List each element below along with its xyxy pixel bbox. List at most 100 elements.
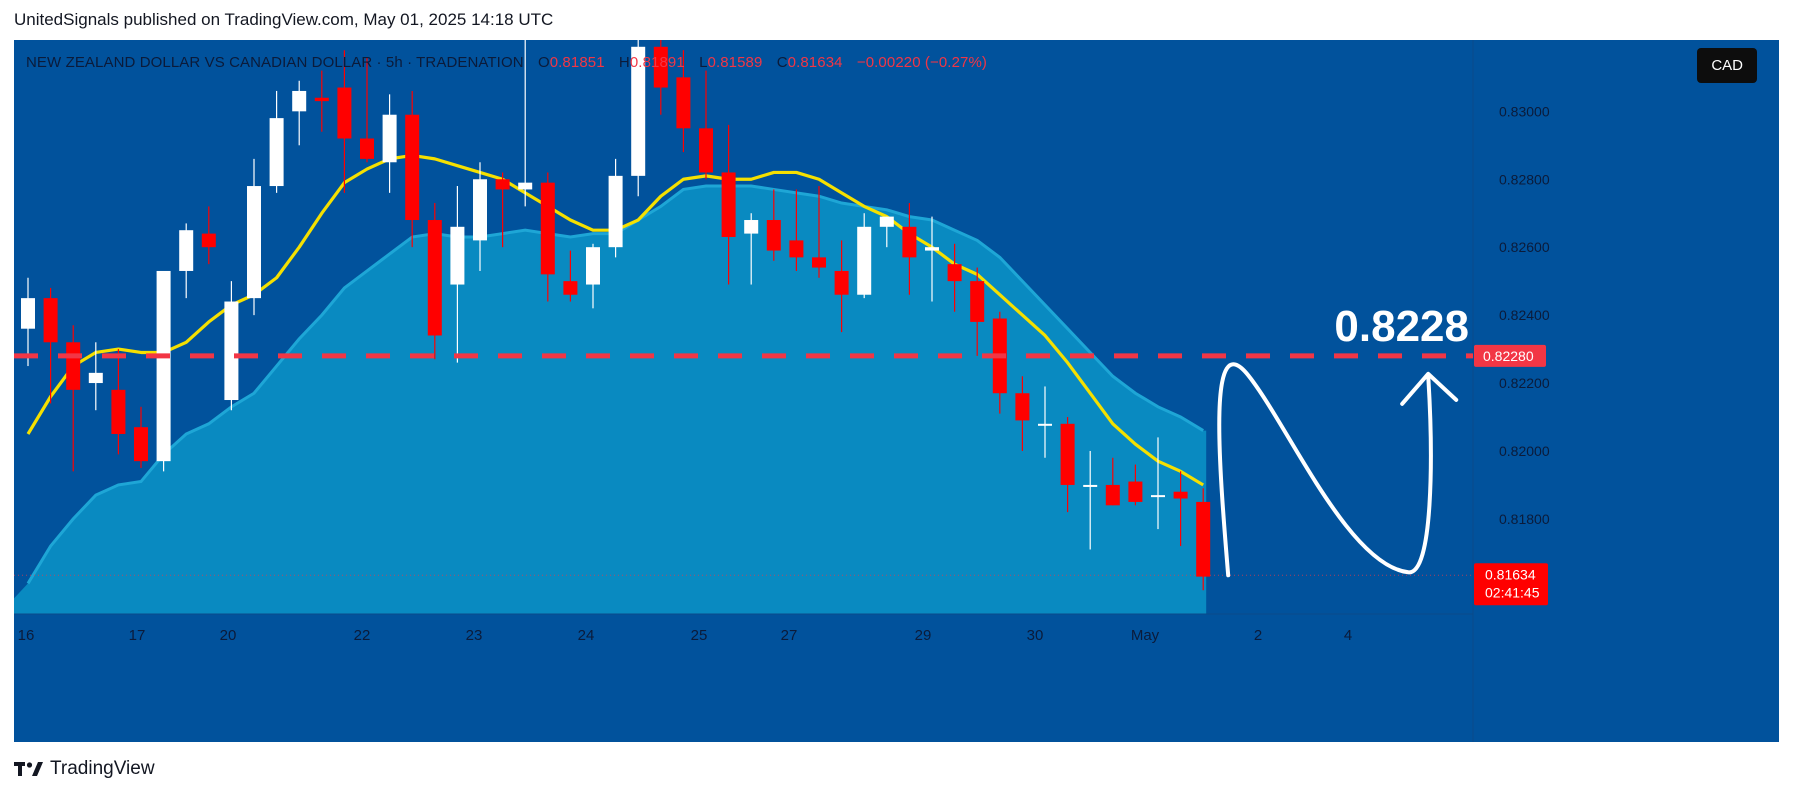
candle-body (88, 372, 103, 384)
candle-body (857, 226, 872, 295)
candle (540, 172, 555, 302)
candle-body (1038, 423, 1052, 426)
axis-layer: 0.81800 0.82000 0.82200 0.82400 0.82600 0.828… (18, 103, 1550, 644)
candle (1151, 437, 1165, 530)
candle-body (66, 342, 81, 390)
candle (427, 203, 442, 360)
x-tick-label: 22 (354, 627, 371, 644)
close-value: 0.81634 (787, 54, 843, 71)
candle (721, 124, 736, 285)
indicator-area (14, 186, 1207, 614)
candle-body (1196, 501, 1211, 577)
high-value: 0.81891 (629, 54, 685, 71)
candle-body (1151, 495, 1165, 498)
x-tick-label: 25 (691, 627, 708, 644)
x-tick-label: 27 (781, 627, 798, 644)
chart-frame[interactable]: 0.8228 0.81800 0.82000 0.82200 0.82400 0.826… (14, 40, 1779, 742)
candle-body (314, 97, 329, 102)
candle (224, 281, 239, 411)
last-price-tag (1474, 563, 1548, 606)
candle (1060, 417, 1075, 513)
currency-badge[interactable]: CAD (1697, 48, 1757, 83)
candle (970, 267, 985, 356)
open-value: 0.81851 (549, 54, 605, 71)
candle (201, 206, 216, 265)
y-tick-label: 0.82000 (1499, 443, 1550, 459)
candle-body (744, 220, 759, 234)
candle (586, 243, 600, 309)
candle-body (789, 240, 804, 258)
x-tick-label: 23 (466, 627, 483, 644)
candle (1015, 376, 1030, 451)
candle-body (179, 230, 194, 271)
candle-body (540, 182, 555, 275)
candle-body (812, 257, 826, 268)
candle (1083, 450, 1098, 550)
candle (608, 158, 623, 258)
candlestick-chart[interactable]: 0.8228 0.81800 0.82000 0.82200 0.82400 0.826… (14, 40, 1779, 742)
target-price-tag (1474, 344, 1546, 367)
tradingview-brand: TradingView (50, 758, 155, 779)
candle (314, 70, 329, 132)
candle (766, 189, 781, 261)
candle-body (382, 114, 397, 163)
candle (21, 277, 35, 367)
candle-body (631, 46, 646, 176)
candle-body (427, 220, 442, 336)
candle (66, 325, 81, 472)
candle-body (1128, 481, 1143, 502)
candle-body (292, 90, 307, 112)
target-price-tag-label: 0.82280 (1483, 348, 1534, 364)
candle-body (111, 389, 126, 434)
change-value: −0.00220 (−0.27%) (856, 54, 987, 71)
candle-body (1060, 423, 1075, 485)
candle-body (1083, 484, 1098, 487)
candle-body (405, 114, 420, 221)
candle-body (1173, 491, 1188, 499)
candle (1128, 464, 1143, 506)
grid-layer (14, 40, 1474, 742)
candle (292, 80, 307, 146)
candle-body (586, 247, 600, 285)
candle (789, 189, 804, 271)
candle-body (608, 175, 623, 248)
candle (518, 40, 533, 207)
candle (360, 56, 374, 163)
candle-body (947, 264, 962, 282)
candle (405, 90, 420, 248)
candle-body (269, 118, 284, 187)
candle (1038, 386, 1052, 458)
countdown-label: 02:41:45 (1485, 584, 1540, 600)
open-label: O (537, 54, 550, 71)
candle-body (676, 77, 691, 129)
candle-body (970, 281, 985, 322)
candle (857, 213, 872, 299)
candle-body (721, 172, 736, 237)
tradingview-footer[interactable]: TradingView (14, 758, 155, 780)
y-tick-label: 0.82800 (1499, 171, 1550, 187)
x-tick-label: 30 (1027, 627, 1044, 644)
close-label: C (776, 54, 788, 71)
x-tick-label: 16 (18, 627, 35, 644)
candle (1105, 457, 1120, 506)
x-tick-label: 17 (129, 627, 146, 644)
candle-body (247, 186, 261, 299)
candle-body (653, 46, 668, 88)
candle-body (902, 226, 917, 258)
candle (1173, 471, 1188, 547)
candle-body (337, 87, 352, 139)
candle-body (450, 226, 465, 285)
candle (382, 94, 397, 193)
symbol-info: NEW ZEALAND DOLLAR VS CANADIAN DOLLAR · … (26, 54, 987, 71)
high-label: H (618, 54, 630, 71)
candle-body (563, 281, 578, 295)
projection-arrowhead (1400, 371, 1459, 406)
candle-body (925, 247, 939, 251)
candle (879, 216, 894, 248)
candle-body (224, 301, 239, 401)
candle-body (1015, 393, 1030, 421)
candle-body (360, 138, 374, 159)
candle (699, 70, 713, 180)
x-tick-label: 29 (915, 627, 932, 644)
y-tick-label: 0.82400 (1499, 307, 1550, 323)
